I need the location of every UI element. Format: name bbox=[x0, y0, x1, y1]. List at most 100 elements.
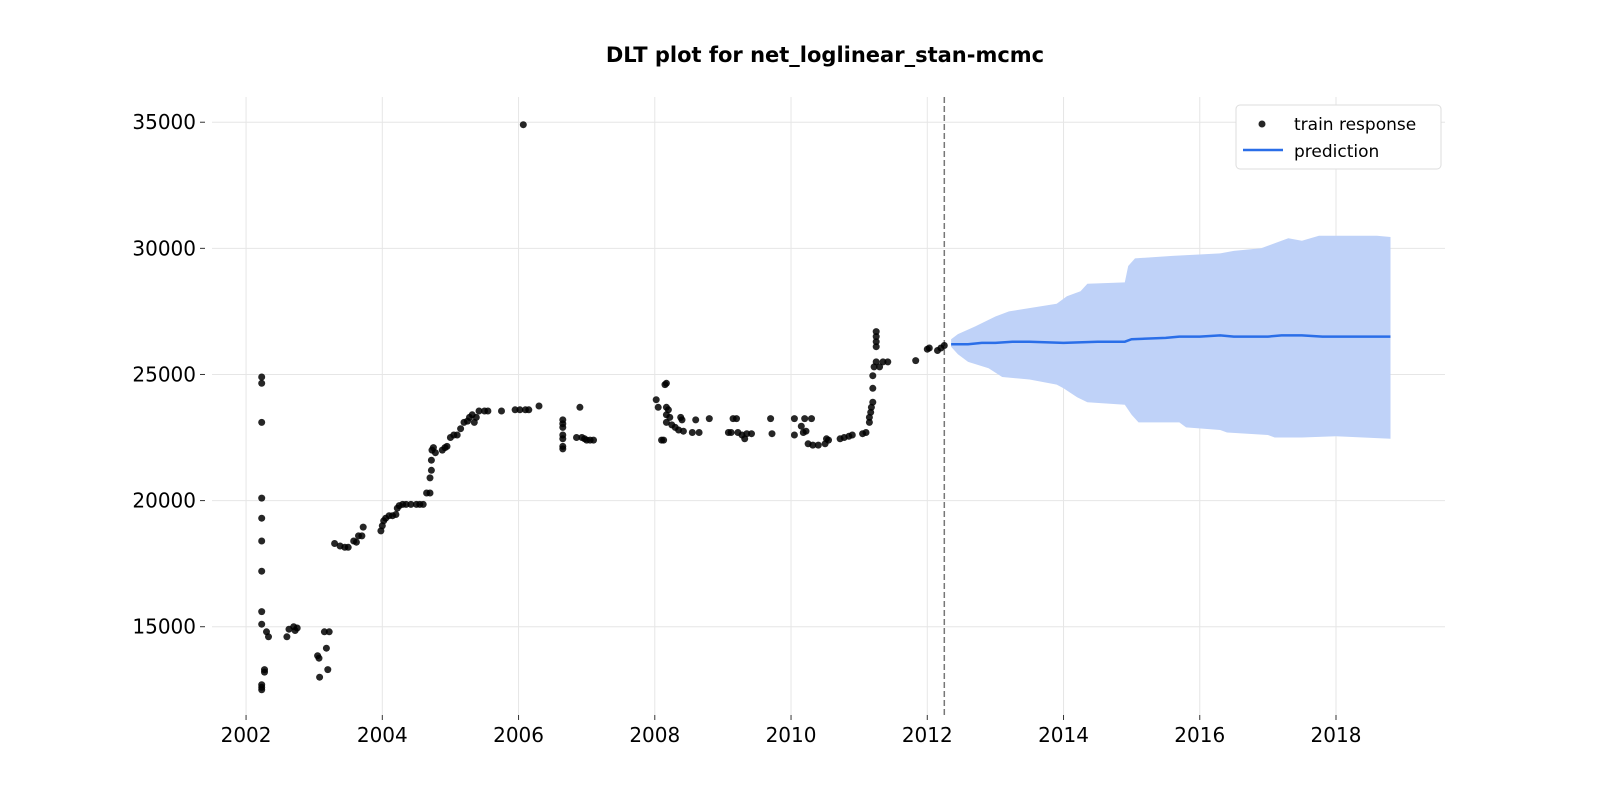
train-point bbox=[748, 430, 755, 438]
train-point bbox=[325, 628, 333, 636]
train-point bbox=[790, 431, 798, 439]
train-point bbox=[662, 379, 670, 387]
train-point bbox=[516, 406, 524, 414]
prediction-line bbox=[951, 334, 1391, 346]
train-point bbox=[426, 474, 434, 482]
y-tick-label: 30000 bbox=[132, 236, 196, 260]
train-point bbox=[427, 456, 435, 464]
train-point bbox=[705, 415, 713, 423]
train-point bbox=[443, 442, 451, 450]
train-point bbox=[258, 567, 266, 575]
train-point bbox=[322, 644, 330, 652]
train-point bbox=[848, 431, 856, 439]
train-point bbox=[872, 358, 880, 366]
train-response-points bbox=[258, 121, 948, 694]
train-point bbox=[498, 407, 505, 415]
train-point bbox=[283, 633, 291, 641]
train-point bbox=[426, 489, 434, 497]
train-point bbox=[797, 422, 805, 430]
train-point bbox=[767, 415, 775, 423]
train-point bbox=[402, 500, 410, 508]
train-point bbox=[316, 673, 324, 681]
train-point bbox=[559, 423, 567, 431]
train-point bbox=[315, 654, 323, 662]
train-point bbox=[940, 342, 948, 349]
train-point bbox=[872, 338, 880, 346]
train-point bbox=[660, 436, 668, 444]
train-point bbox=[652, 396, 660, 404]
train-point bbox=[654, 403, 662, 411]
train-point bbox=[535, 402, 543, 410]
train-point bbox=[692, 416, 700, 424]
train-point bbox=[392, 511, 400, 518]
x-axis-ticks: 2002 2004 2006 2008 2010 2012 2014 2016 2018 bbox=[221, 715, 1362, 747]
legend: train response prediction bbox=[1235, 104, 1442, 170]
x-tick-label: 2010 bbox=[766, 723, 817, 747]
train-point bbox=[695, 429, 703, 436]
train-point bbox=[331, 540, 339, 547]
train-point bbox=[359, 523, 367, 531]
train-point bbox=[869, 384, 877, 392]
train-point bbox=[872, 333, 880, 341]
train-point bbox=[344, 543, 352, 551]
chart-title: DLT plot for net_loglinear_stan-mcmc bbox=[606, 43, 1044, 67]
train-point bbox=[320, 628, 328, 636]
train-point bbox=[576, 403, 584, 411]
train-point bbox=[525, 406, 533, 414]
train-point bbox=[688, 429, 696, 436]
train-point bbox=[590, 436, 597, 444]
train-point bbox=[258, 608, 266, 616]
train-point bbox=[768, 430, 776, 438]
train-point bbox=[869, 372, 877, 380]
train-point bbox=[261, 668, 268, 676]
train-point bbox=[802, 427, 810, 435]
train-point bbox=[407, 500, 415, 508]
train-point bbox=[825, 436, 832, 444]
train-point bbox=[727, 429, 735, 436]
legend-train-marker bbox=[1258, 120, 1266, 128]
x-tick-label: 2014 bbox=[1038, 723, 1089, 747]
y-tick-label: 35000 bbox=[132, 110, 196, 134]
train-point bbox=[801, 415, 809, 423]
train-point bbox=[559, 435, 567, 443]
train-point bbox=[258, 373, 266, 381]
train-point bbox=[666, 413, 674, 421]
x-tick-label: 2016 bbox=[1174, 723, 1225, 747]
train-point bbox=[352, 538, 360, 546]
train-point bbox=[419, 500, 427, 508]
train-point bbox=[814, 441, 822, 449]
x-tick-label: 2004 bbox=[357, 723, 408, 747]
train-point bbox=[559, 445, 567, 453]
train-point bbox=[475, 407, 483, 415]
train-point bbox=[573, 434, 580, 441]
train-point bbox=[258, 537, 266, 545]
train-point bbox=[808, 415, 815, 423]
train-point bbox=[865, 418, 873, 426]
train-point bbox=[876, 363, 884, 371]
train-point bbox=[678, 416, 686, 424]
y-tick-label: 15000 bbox=[132, 615, 196, 639]
y-axis-ticks: 15000 20000 25000 30000 35000 bbox=[132, 110, 205, 639]
train-point bbox=[809, 441, 817, 449]
x-tick-label: 2018 bbox=[1311, 723, 1362, 747]
x-tick-label: 2012 bbox=[902, 723, 953, 747]
train-point bbox=[679, 427, 687, 435]
train-point bbox=[733, 415, 740, 423]
train-point bbox=[662, 418, 670, 426]
train-point bbox=[872, 343, 880, 351]
train-point bbox=[519, 121, 527, 129]
train-point bbox=[484, 407, 492, 415]
train-point bbox=[431, 449, 439, 457]
x-tick-label: 2008 bbox=[629, 723, 680, 747]
x-tick-label: 2002 bbox=[221, 723, 272, 747]
train-point bbox=[511, 406, 519, 414]
train-point bbox=[258, 379, 266, 387]
train-point bbox=[912, 357, 920, 365]
train-point bbox=[258, 514, 266, 522]
train-point bbox=[879, 358, 887, 366]
train-point bbox=[293, 624, 301, 632]
train-point bbox=[457, 425, 465, 433]
train-point bbox=[258, 418, 266, 426]
train-point bbox=[427, 466, 435, 474]
